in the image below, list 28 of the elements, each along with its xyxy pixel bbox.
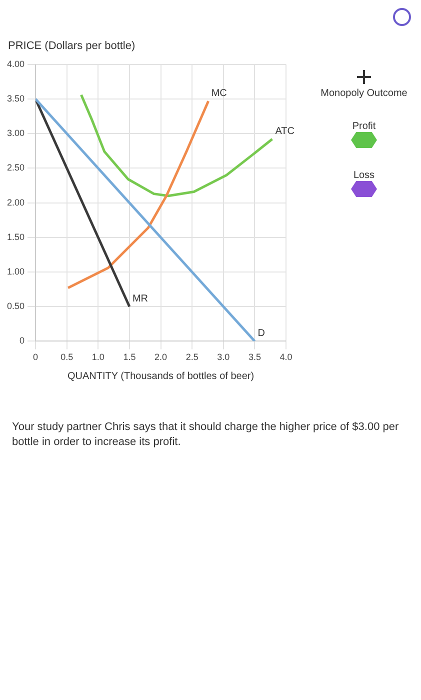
x-tick-label: 0.5	[60, 352, 74, 362]
y-tick-label: 2.00	[6, 197, 25, 208]
series-label: MC	[211, 88, 227, 99]
y-tick-label: 3.50	[6, 93, 25, 104]
series-label: MR	[132, 293, 148, 304]
x-axis-title: QUANTITY (Thousands of bottles of beer)	[67, 370, 254, 382]
x-tick-label: 1.5	[123, 352, 136, 362]
x-tick-label: 3.0	[217, 352, 230, 362]
x-tick-label: 2.0	[154, 352, 168, 362]
text: Profit	[351, 121, 377, 132]
series-label: D	[258, 328, 265, 339]
x-tick-label: 4.0	[280, 352, 292, 362]
x-tick-label: 0	[33, 352, 38, 362]
y-tick-label: 4.00	[6, 58, 25, 69]
y-tick-label: 0.50	[6, 301, 25, 312]
y-tick-label: 0	[20, 336, 25, 346]
x-tick-label: 2.5	[186, 352, 198, 362]
y-tick-label: 1.50	[6, 232, 25, 242]
text: Monopoly Outcome	[320, 88, 408, 99]
text: Loss	[352, 170, 376, 181]
y-axis-title: PRICE (Dollars per bottle)	[8, 40, 136, 52]
text: Your study partner Chris says that it should charge the higher price of $3.00 per bottle in order to increase its profit.	[12, 420, 400, 450]
y-tick-label: 2.50	[6, 162, 25, 173]
x-tick-label: 3.5	[248, 352, 261, 362]
series-label: ATC	[275, 126, 294, 137]
y-tick-label: 1.00	[6, 266, 25, 276]
x-tick-label: 1.0	[92, 352, 104, 362]
y-tick-label: 3.00	[6, 128, 25, 138]
